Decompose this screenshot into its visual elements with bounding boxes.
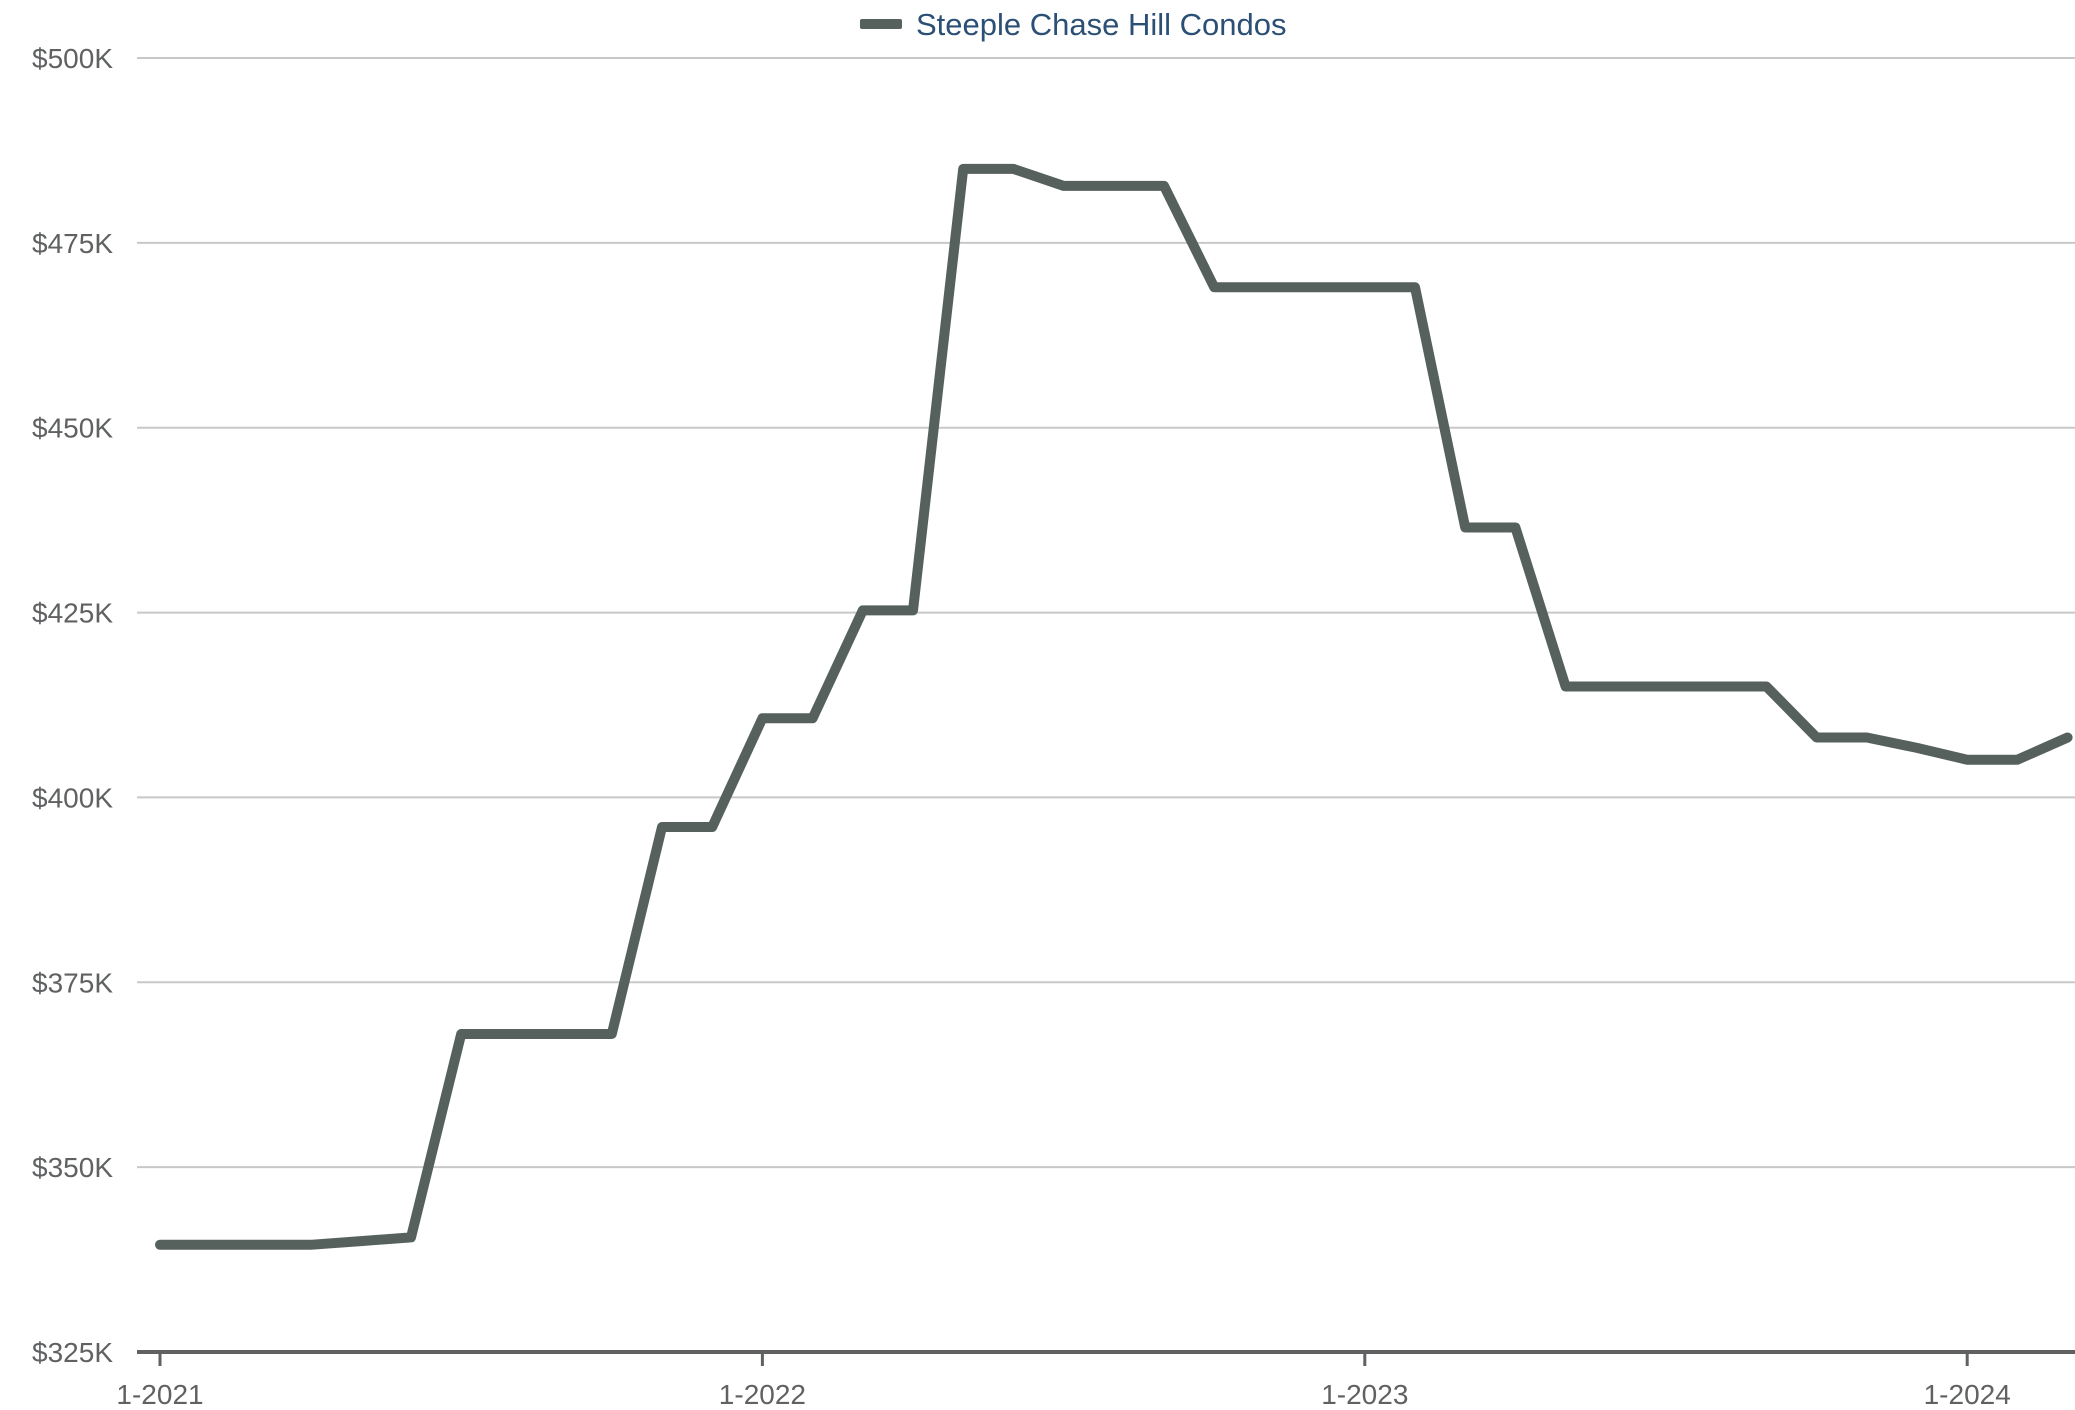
y-tick-label-425k: $425K	[32, 598, 113, 629]
x-tick-label-1-2021: 1-2021	[116, 1379, 203, 1410]
y-tick-label-400k: $400K	[32, 782, 113, 813]
series-layer	[155, 163, 2073, 1250]
legend[interactable]: Steeple Chase Hill Condos	[860, 7, 1287, 42]
x-axis: 1-2021 1-2022 1-2023 1-2024	[116, 1350, 2075, 1410]
y-tick-label-475k: $475K	[32, 228, 113, 259]
series-line-steeple-chase-hill-condos	[155, 163, 2073, 1250]
y-tick-label-325k: $325K	[32, 1337, 113, 1368]
x-tick-label-1-2024: 1-2024	[1924, 1379, 2011, 1410]
y-tick-label-450k: $450K	[32, 413, 113, 444]
x-tick-label-1-2022: 1-2022	[719, 1379, 806, 1410]
x-tick-label-1-2023: 1-2023	[1321, 1379, 1408, 1410]
y-tick-label-500k: $500K	[32, 43, 113, 74]
y-axis-tick-labels: $325K $350K $375K $400K $425K $450K $475K $500K	[32, 43, 113, 1368]
legend-swatch-steeple-chase-hill-condos	[860, 19, 902, 29]
legend-label-steeple-chase-hill-condos: Steeple Chase Hill Condos	[916, 7, 1287, 42]
gridlines	[137, 57, 2075, 1169]
y-tick-label-375k: $375K	[32, 967, 113, 998]
y-tick-label-350k: $350K	[32, 1152, 113, 1183]
